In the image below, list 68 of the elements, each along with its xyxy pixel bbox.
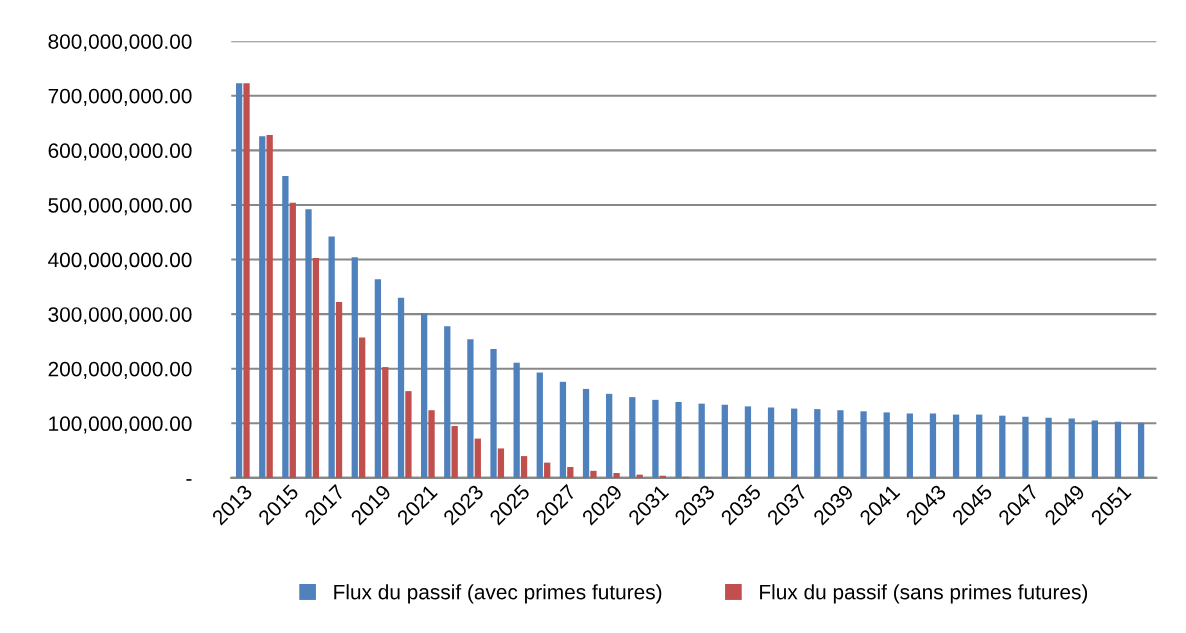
bar <box>999 415 1006 478</box>
bar <box>721 404 728 478</box>
bar <box>474 438 481 478</box>
bar <box>1137 422 1145 478</box>
bar <box>1045 417 1052 478</box>
bar <box>1068 418 1075 478</box>
bar <box>675 402 682 478</box>
bar <box>243 83 250 478</box>
y-tick-label: 700,000,000.00 <box>48 88 192 106</box>
bar <box>837 410 844 478</box>
bar <box>952 414 960 478</box>
y-tick-label: - <box>186 479 192 481</box>
bar <box>312 257 320 478</box>
y-tick-label: 400,000,000.00 <box>48 252 192 270</box>
bar <box>328 236 335 478</box>
bar <box>544 462 551 478</box>
y-tick-label: 500,000,000.00 <box>48 197 192 216</box>
bar <box>744 406 752 478</box>
bar <box>351 257 358 478</box>
bar <box>613 473 620 478</box>
bar <box>906 413 913 478</box>
y-tick-label: 600,000,000.00 <box>48 143 192 161</box>
bar <box>590 470 597 478</box>
bar <box>374 279 382 478</box>
bar <box>698 403 705 478</box>
bar <box>382 367 389 478</box>
bar <box>490 349 497 478</box>
bar <box>305 209 312 478</box>
bar <box>335 302 343 478</box>
bar <box>405 391 412 478</box>
bar <box>235 83 243 478</box>
bar <box>814 409 821 478</box>
bar <box>536 372 543 478</box>
bar <box>629 397 636 478</box>
bar <box>1091 420 1098 478</box>
bar <box>428 410 435 478</box>
bar <box>266 135 273 478</box>
y-tick-label: 300,000,000.00 <box>48 307 192 325</box>
bar <box>359 337 366 478</box>
legend-label: Flux du passif (avec primes futures) <box>334 584 662 604</box>
bar <box>397 297 405 478</box>
bar <box>767 407 775 478</box>
bar <box>259 136 266 478</box>
bar <box>652 399 659 478</box>
bar <box>520 456 528 478</box>
bar <box>976 414 983 478</box>
bar <box>567 467 574 478</box>
bar <box>1022 416 1029 478</box>
bar <box>883 412 890 478</box>
bar <box>282 176 289 478</box>
bar <box>513 362 520 478</box>
bar <box>467 339 474 478</box>
y-tick-label: 100,000,000.00 <box>49 416 192 434</box>
bar <box>929 413 937 478</box>
bar <box>451 426 458 478</box>
bar <box>421 313 428 478</box>
bar <box>444 326 451 478</box>
bar <box>582 388 590 478</box>
bar <box>559 381 567 478</box>
bar <box>791 408 798 478</box>
y-tick-label: 800,000,000.00 <box>48 34 192 52</box>
bar <box>1114 421 1122 478</box>
bar <box>497 448 505 478</box>
bar <box>289 202 296 478</box>
bar <box>860 411 867 478</box>
legend-label: Flux du passif (sans primes futures) <box>760 584 1088 604</box>
bar <box>606 393 613 478</box>
y-tick-label: 200,000,000.00 <box>48 361 192 379</box>
